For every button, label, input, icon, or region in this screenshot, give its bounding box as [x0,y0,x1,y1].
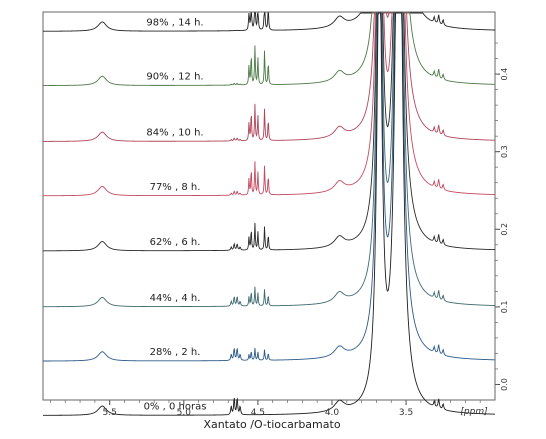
x-axis-ticks: 5.5 5.0 4.5 4.0 3.5 [50,400,481,418]
spectrum-line [43,12,496,142]
series-label: 84% , 10 h. [146,128,203,139]
spectrum-line [43,12,496,362]
x-tick-label: 5.5 [103,408,117,418]
series-label: 98% , 14 h. [146,17,203,28]
x-tick-label: 4.0 [325,408,340,418]
y-tick-label: 0.2 [500,223,509,236]
spectrum-line [43,12,496,86]
y-tick-label: 0.4 [500,68,509,81]
y-tick-label: 0.3 [500,145,509,158]
series-label: 28% , 2 h. [150,347,201,358]
x-tick-label: 3.5 [399,408,413,418]
spectra-group [43,11,496,416]
spectrum-line [43,12,496,252]
plot-frame [42,11,496,401]
y-axis-ticks: 0.0 0.1 0.2 0.3 0.4 [495,42,509,391]
spectrum-line [43,12,496,308]
series-label: 62% , 6 h. [150,237,201,248]
y-tick-label: 0.0 [500,378,509,391]
x-axis-unit: [ppm] [460,407,488,417]
series-label: 77% , 8 h. [150,182,201,193]
y-tick-label: 0.1 [500,301,509,314]
series-label: 0% , 0 horas [144,402,207,413]
x-tick-label: 5.0 [177,408,192,418]
series-label: 44% , 4 h. [150,293,201,304]
series-labels: 98% , 14 h. 90% , 12 h. 84% , 10 h. 77% , 8… [144,17,207,412]
x-tick-label: 4.5 [251,408,265,418]
series-label: 90% , 12 h. [146,72,203,83]
x-axis-label: Xantato /O-tiocarbamato [203,418,340,431]
spectrum-line [43,12,496,416]
spectrum-line [43,12,496,197]
spectrum-line [43,11,496,32]
